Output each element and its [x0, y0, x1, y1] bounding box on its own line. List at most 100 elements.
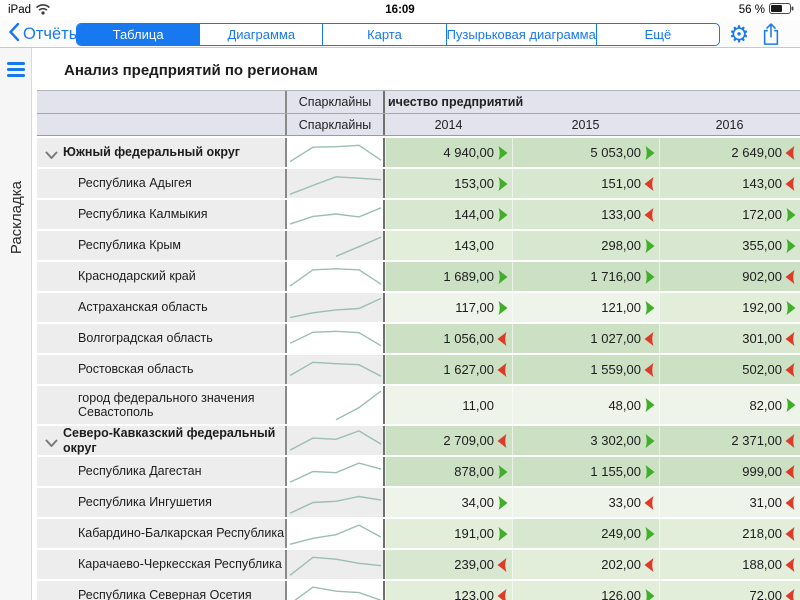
sparkline-cell: [287, 169, 385, 198]
value-text: 1 716,00: [590, 269, 641, 284]
value-cell-2016: 31,00: [659, 488, 800, 517]
value-cell-2015: 151,00: [512, 169, 659, 198]
menu-icon[interactable]: [7, 62, 25, 77]
table-row[interactable]: Кабардино-Балкарская Республика 191,00 2…: [37, 519, 800, 548]
trend-icon: [497, 398, 508, 412]
value-text: 143,00: [454, 238, 494, 253]
back-button[interactable]: Отчёты: [8, 22, 81, 46]
value-cell-2016: 999,00: [659, 457, 800, 486]
trend-down-icon: [644, 495, 655, 510]
back-chevron-icon: [8, 22, 20, 47]
trend-down-icon: [785, 588, 796, 600]
sparkline: [289, 556, 382, 576]
share-icon[interactable]: [761, 23, 783, 47]
settings-gear-icon[interactable]: ⚙: [728, 21, 750, 47]
sparkline: [335, 236, 382, 257]
sparkline-cell: [287, 200, 385, 229]
trend-up-icon: [644, 300, 655, 315]
trend-up-icon: [497, 526, 508, 541]
trend-down-icon: [785, 433, 796, 448]
header-sparklines-1: Спарклайны: [287, 91, 385, 113]
sparkline: [289, 430, 382, 451]
layout-tab[interactable]: Раскладка: [0, 138, 32, 298]
region-name-cell: город федерального значения Севастополь: [37, 386, 287, 424]
trend-down-icon: [497, 362, 508, 377]
sparkline: [289, 297, 382, 319]
chevron-down-icon[interactable]: [45, 149, 58, 159]
table-row[interactable]: город федерального значения Севастополь …: [37, 386, 800, 424]
header-measure-title: ичество предприятий: [385, 91, 800, 113]
value-text: 191,00: [454, 526, 494, 541]
value-cell-2014: 1 627,00: [385, 355, 512, 384]
table-row[interactable]: Республика Северная Осетия 123,00 126,00…: [37, 581, 800, 600]
trend-down-icon: [785, 464, 796, 479]
trend-up-icon: [497, 145, 508, 160]
row-label: Краснодарский край: [78, 269, 196, 284]
trend-up-icon: [644, 526, 655, 541]
trend-down-icon: [785, 362, 796, 377]
trend-up-icon: [785, 300, 796, 315]
row-label: Республика Ингушетия: [78, 495, 212, 510]
table-row[interactable]: Карачаево-Черкесская Республика 239,00 2…: [37, 550, 800, 579]
trend-up-icon: [644, 433, 655, 448]
sparkline-cell: [287, 138, 385, 167]
tab-2[interactable]: Диаграмма: [199, 23, 322, 45]
value-text: 153,00: [454, 176, 494, 191]
value-cell-2016: 2 371,00: [659, 426, 800, 455]
trend-up-icon: [497, 464, 508, 479]
value-cell-2015: 249,00: [512, 519, 659, 548]
value-text: 1 155,00: [590, 464, 641, 479]
value-text: 31,00: [749, 495, 782, 510]
table-row[interactable]: Республика Дагестан 878,00 1 155,00 999,…: [37, 457, 800, 486]
value-cell-2016: 143,00: [659, 169, 800, 198]
sparkline: [289, 361, 382, 377]
value-cell-2015: 48,00: [512, 386, 659, 424]
value-text: 34,00: [461, 495, 494, 510]
value-text: 121,00: [601, 300, 641, 315]
table-row[interactable]: Южный федеральный округ 4 940,00 5 053,0…: [37, 138, 800, 167]
value-text: 902,00: [742, 269, 782, 284]
table-row[interactable]: Республика Ингушетия 34,00 33,00 31,00: [37, 488, 800, 517]
table-row[interactable]: Северо-Кавказский федеральный округ 2 70…: [37, 426, 800, 455]
tab-5[interactable]: Ещё: [595, 23, 719, 45]
report-area: Анализ предприятий по регионам Спарклайн…: [33, 48, 800, 600]
sparkline: [294, 586, 382, 600]
table-row[interactable]: Волгоградская область 1 056,00 1 027,00 …: [37, 324, 800, 353]
tab-3[interactable]: Карта: [322, 23, 445, 45]
table-row[interactable]: Астраханская область 117,00 121,00 192,0…: [37, 293, 800, 322]
value-cell-2015: 121,00: [512, 293, 659, 322]
row-label: Волгоградская область: [78, 331, 213, 346]
row-label: Карачаево-Черкесская Республика: [78, 557, 282, 572]
trend-up-icon: [644, 588, 655, 600]
row-label: Астраханская область: [78, 300, 208, 315]
chevron-down-icon[interactable]: [45, 437, 58, 447]
battery-icon: [769, 3, 794, 17]
row-label: Ростовская область: [78, 362, 194, 377]
value-cell-2014: 153,00: [385, 169, 512, 198]
row-label: Кабардино-Балкарская Республика: [78, 526, 285, 541]
region-name-cell: Кабардино-Балкарская Республика: [37, 519, 287, 548]
value-text: 502,00: [742, 362, 782, 377]
table-row[interactable]: Республика Калмыкия 144,00 133,00 172,00: [37, 200, 800, 229]
value-cell-2014: 34,00: [385, 488, 512, 517]
region-name-cell: Республика Северная Осетия: [37, 581, 287, 600]
trend-up-icon: [644, 464, 655, 479]
value-cell-2014: 1 056,00: [385, 324, 512, 353]
trend-up-icon: [644, 238, 655, 253]
table-row[interactable]: Республика Крым 143,00 298,00 355,00: [37, 231, 800, 260]
table-row[interactable]: Краснодарский край 1 689,00 1 716,00 902…: [37, 262, 800, 291]
tab-1[interactable]: Таблица: [77, 23, 200, 45]
value-text: 1 559,00: [590, 362, 641, 377]
table-header-row-2: Спарклайны 2014 2015 2016: [37, 113, 800, 136]
value-cell-2014: 11,00: [385, 386, 512, 424]
value-text: 301,00: [742, 331, 782, 346]
sparkline: [289, 268, 382, 287]
sparkline-cell: [287, 355, 385, 384]
table-row[interactable]: Республика Адыгея 153,00 151,00 143,00: [37, 169, 800, 198]
value-cell-2014: 4 940,00: [385, 138, 512, 167]
value-cell-2016: 82,00: [659, 386, 800, 424]
table-row[interactable]: Ростовская область 1 627,00 1 559,00 502…: [37, 355, 800, 384]
value-cell-2015: 298,00: [512, 231, 659, 260]
tab-4[interactable]: Пузырьковая диаграмма: [445, 23, 596, 45]
